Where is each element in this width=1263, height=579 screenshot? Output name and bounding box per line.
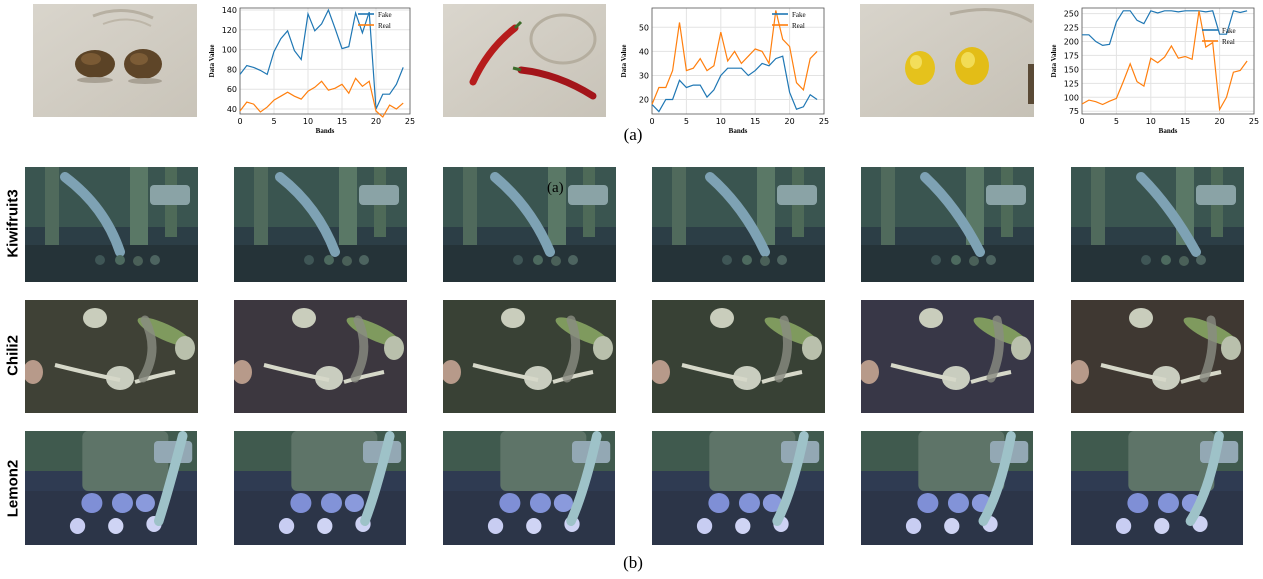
x-tick-label: 20 (785, 117, 795, 126)
video-frame-kiwi-4 (652, 167, 825, 282)
row-label-kiwifruit3: Kiwifruit3 (4, 189, 22, 258)
series-line-real (651, 10, 818, 105)
legend-label: Fake (378, 11, 392, 19)
y-tick-label: 225 (1064, 24, 1079, 33)
legend-label: Fake (792, 11, 806, 19)
video-frame-lemon-3 (443, 431, 615, 545)
y-axis-label: Data Value (208, 45, 216, 78)
photo-kiwifruit-pair (33, 4, 197, 117)
y-tick-label: 100 (1064, 93, 1079, 102)
video-frame-kiwi-1 (25, 167, 198, 282)
video-frame-lemon-2 (234, 431, 406, 545)
y-tick-label: 100 (222, 46, 237, 55)
line-chart-kiwifruit: 0 5 10 15 20 25 40 60 80 100 120 140 Bands Data Value… (206, 4, 416, 134)
video-frame-kiwi-6 (1071, 167, 1244, 282)
y-tick-label: 120 (222, 26, 237, 35)
plot-frame (651, 7, 825, 115)
y-axis-label: Data Value (620, 45, 628, 78)
video-frame-kiwi-2 (234, 167, 407, 282)
video-frame-lemon-4 (652, 431, 824, 545)
x-tick-label: 0 (237, 117, 242, 126)
video-frame-chili-3 (443, 300, 616, 413)
video-frame-chili-4 (652, 300, 825, 413)
y-tick-label: 40 (227, 105, 237, 114)
y-tick-label: 175 (1064, 51, 1079, 60)
caption-b: (b) (623, 553, 643, 572)
y-tick-label: 250 (1064, 10, 1079, 19)
y-tick-label: 40 (639, 47, 649, 56)
x-tick-label: 25 (405, 117, 415, 126)
x-tick-label: 0 (1079, 117, 1084, 126)
caption-a: (a) (623, 125, 643, 144)
plot-frame (1081, 7, 1255, 115)
legend-label: Real (1222, 38, 1235, 46)
y-axis-label: Data Value (1050, 45, 1058, 78)
x-axis-label: Bands (729, 127, 748, 134)
y-tick-label: 200 (1064, 37, 1079, 46)
video-frame-kiwi-5 (861, 167, 1034, 282)
x-tick-label: 15 (337, 117, 347, 126)
line-chart-chili: 0 5 10 15 20 25 20 30 40 50 Bands Data Value Fake Rea… (618, 4, 830, 134)
x-tick-label: 10 (1146, 117, 1156, 126)
x-tick-label: 15 (750, 117, 760, 126)
line-chart-lemon: 0 5 10 15 20 25 75 100 125 150 175 200 225 250 Bands Da… (1048, 4, 1260, 134)
video-frame-chili-1 (25, 300, 198, 413)
y-tick-label: 60 (227, 85, 237, 94)
row-label-chili2: Chili2 (4, 335, 22, 376)
x-tick-label: 5 (1114, 117, 1119, 126)
x-tick-label: 10 (716, 117, 726, 126)
x-tick-label: 25 (819, 117, 829, 126)
x-tick-label: 5 (271, 117, 276, 126)
x-tick-label: 20 (1215, 117, 1225, 126)
y-tick-label: 125 (1064, 79, 1079, 88)
plot-frame (239, 7, 411, 115)
x-tick-label: 10 (303, 117, 313, 126)
x-tick-label: 25 (1249, 117, 1259, 126)
series-line-fake (651, 55, 818, 113)
x-tick-label: 15 (1180, 117, 1190, 126)
legend-label: Fake (1222, 27, 1236, 35)
x-axis-label: Bands (1159, 127, 1178, 134)
x-tick-label: 0 (649, 117, 654, 126)
video-frame-chili-6 (1071, 300, 1244, 413)
series-line-fake (1082, 10, 1248, 47)
series-line-real (1081, 10, 1248, 112)
video-frame-chili-5 (861, 300, 1034, 413)
photo-lemon-pair (860, 4, 1034, 117)
y-tick-label: 75 (1069, 107, 1079, 116)
y-tick-label: 150 (1064, 65, 1079, 74)
y-tick-label: 20 (639, 96, 649, 105)
video-frame-lemon-6 (1071, 431, 1243, 545)
row-label-lemon2: Lemon2 (4, 459, 22, 518)
video-frame-lemon-5 (861, 431, 1033, 545)
video-frame-lemon-1 (25, 431, 197, 545)
video-frame-chili-2 (234, 300, 407, 413)
y-tick-label: 80 (227, 65, 237, 74)
video-frame-kiwi-3 (443, 167, 616, 282)
x-tick-label: 5 (684, 117, 689, 126)
legend-label: Real (378, 22, 391, 30)
stray-caption-a: (a) (547, 180, 564, 196)
x-tick-label: 20 (371, 117, 381, 126)
x-axis-label: Bands (316, 127, 335, 134)
y-tick-label: 50 (639, 23, 649, 32)
y-tick-label: 30 (639, 71, 649, 80)
legend-label: Real (792, 22, 805, 30)
series-line-real (239, 77, 404, 118)
y-tick-label: 140 (222, 6, 237, 15)
photo-chili-pair (443, 4, 606, 117)
